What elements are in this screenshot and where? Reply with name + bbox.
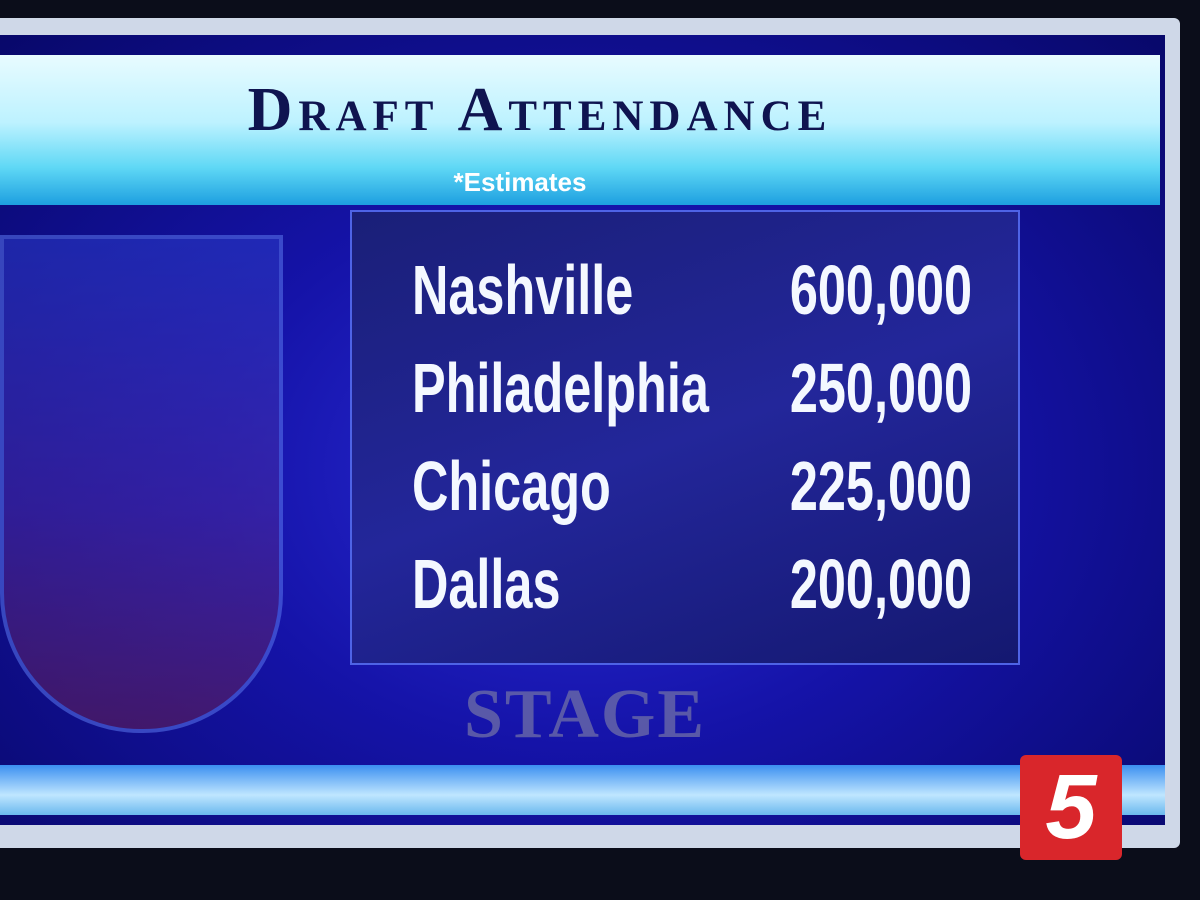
- city-name: Philadelphia: [412, 349, 709, 427]
- stage-sign: STAGE: [463, 676, 707, 753]
- title-banner: [0, 55, 1160, 205]
- table-row: Nashville 600,000: [412, 250, 972, 340]
- table-row: Dallas 200,000: [412, 544, 972, 634]
- subtitle: *Estimates: [453, 167, 587, 197]
- nfl-shield: [0, 235, 283, 733]
- city-name: Dallas: [412, 545, 561, 623]
- title: Draft Attendance: [247, 76, 833, 144]
- table-row: Philadelphia 250,000: [412, 348, 972, 438]
- attendance: 250,000: [789, 349, 972, 427]
- attendance: 600,000: [789, 251, 972, 329]
- channel-logo: 5: [1020, 755, 1122, 860]
- city-name: Chicago: [412, 447, 611, 525]
- city-name: Nashville: [412, 251, 634, 329]
- attendance: 200,000: [789, 545, 972, 623]
- table-panel: Nashville 600,000 Philadelphia 250,000 Chica…: [350, 210, 1020, 665]
- table-row: Chicago 225,000: [412, 446, 972, 536]
- attendance: 225,000: [789, 447, 972, 525]
- bottom-bar: [0, 765, 1165, 815]
- tv-screen: Draft Attendance *Estimates STAGE Nashvi…: [0, 35, 1165, 825]
